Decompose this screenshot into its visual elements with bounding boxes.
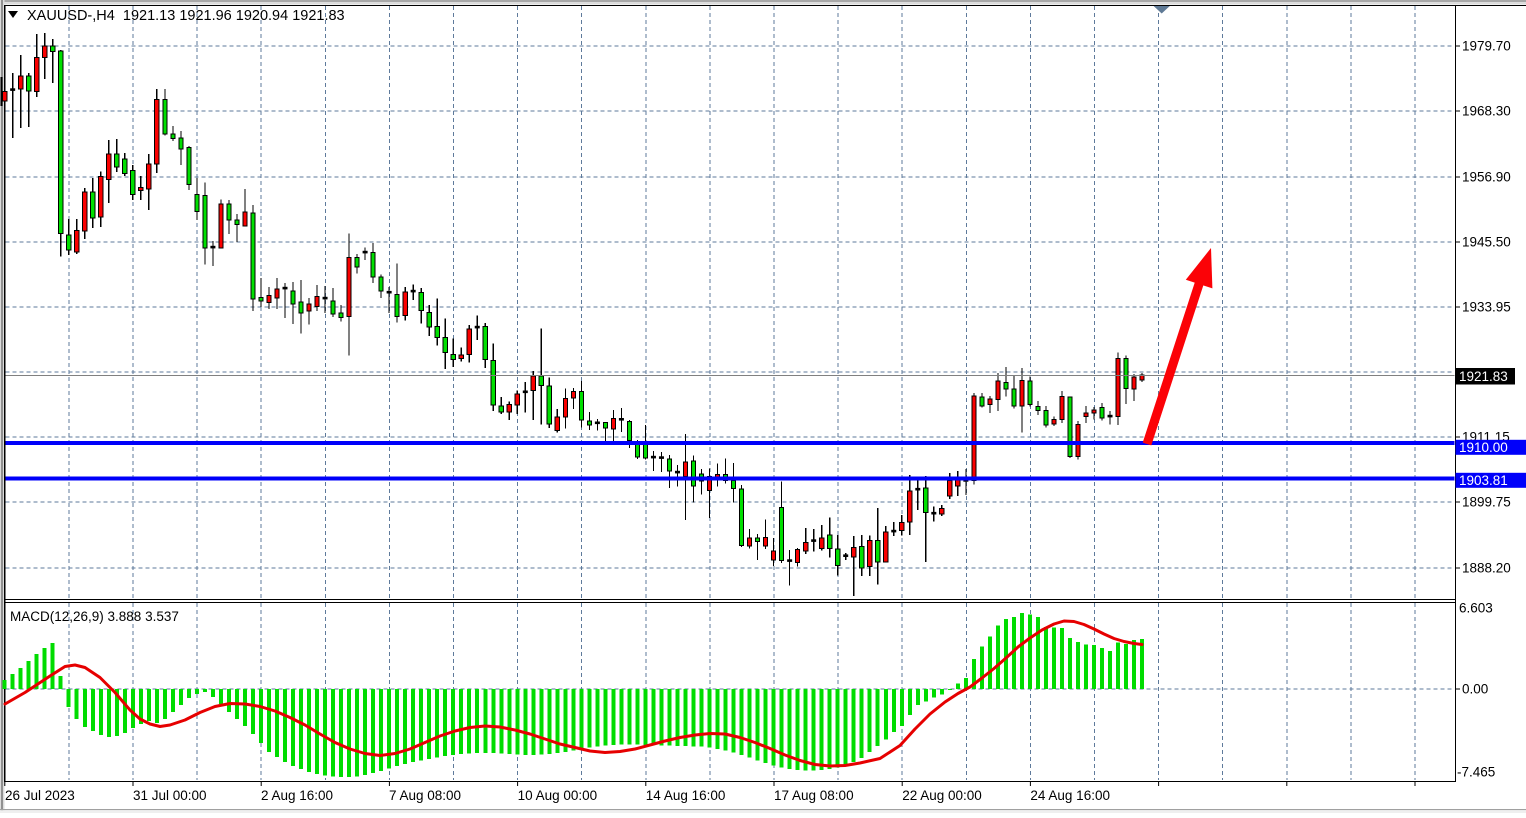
svg-text:1968.30: 1968.30	[1462, 104, 1511, 119]
svg-text:1903.81: 1903.81	[1459, 473, 1508, 488]
svg-text:22 Aug 00:00: 22 Aug 00:00	[902, 788, 982, 803]
svg-text:1910.00: 1910.00	[1459, 440, 1508, 455]
svg-text:1888.20: 1888.20	[1462, 561, 1511, 576]
svg-text:14 Aug 16:00: 14 Aug 16:00	[646, 788, 726, 803]
svg-text:1899.75: 1899.75	[1462, 495, 1511, 510]
svg-text:1945.50: 1945.50	[1462, 235, 1511, 250]
svg-text:6.603: 6.603	[1459, 601, 1493, 616]
svg-text:2 Aug 16:00: 2 Aug 16:00	[261, 788, 333, 803]
svg-text:-7.465: -7.465	[1457, 765, 1495, 780]
svg-text:24 Aug 16:00: 24 Aug 16:00	[1030, 788, 1110, 803]
svg-text:26 Jul 2023: 26 Jul 2023	[5, 788, 75, 803]
svg-text:17 Aug 08:00: 17 Aug 08:00	[774, 788, 854, 803]
svg-text:1956.90: 1956.90	[1462, 170, 1511, 185]
svg-text:31 Jul 00:00: 31 Jul 00:00	[133, 788, 207, 803]
svg-text:0.00: 0.00	[1462, 682, 1488, 697]
svg-text:MACD(12,26,9) 3.888 3.537: MACD(12,26,9) 3.888 3.537	[10, 609, 179, 624]
svg-text:1979.70: 1979.70	[1462, 39, 1511, 54]
svg-text:10 Aug 00:00: 10 Aug 00:00	[518, 788, 598, 803]
svg-text:7 Aug 08:00: 7 Aug 08:00	[389, 788, 461, 803]
svg-text:1921.83: 1921.83	[1459, 369, 1508, 384]
svg-text:1933.95: 1933.95	[1462, 300, 1511, 315]
svg-text:XAUUSD-,H4 1921.13 1921.96 19: XAUUSD-,H4 1921.13 1921.96 1920.94 1921.…	[27, 8, 345, 24]
